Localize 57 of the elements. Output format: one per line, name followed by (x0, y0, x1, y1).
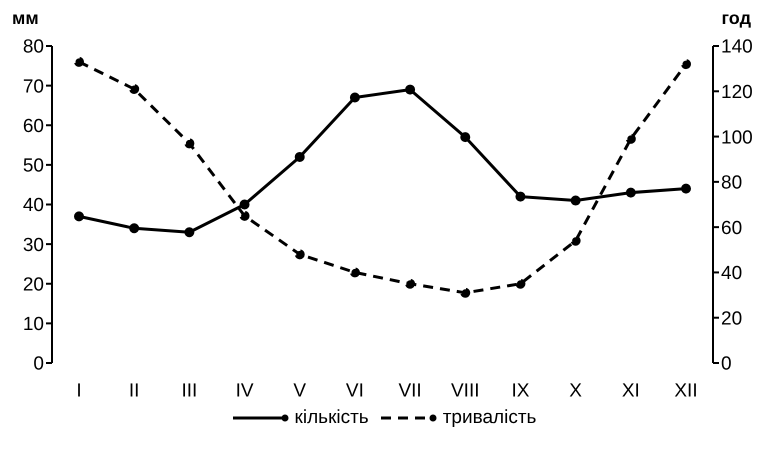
y-tick-label: 80 (22, 36, 44, 58)
y2-tick-label: 120 (721, 82, 753, 104)
point (129, 84, 140, 94)
point (240, 200, 250, 210)
legend-label: кількість (294, 407, 369, 429)
y-tick-label: 50 (22, 156, 44, 177)
x-tick-label: XI (622, 380, 640, 402)
legend-label: тривалість (442, 407, 536, 429)
y2-tick-label: 0 (721, 354, 732, 375)
y2-tick-label: 20 (721, 308, 742, 330)
point (570, 196, 581, 206)
y2-tick-label: 60 (721, 218, 742, 239)
y-tick-label: 40 (22, 195, 44, 216)
y2-tick-label: 40 (721, 263, 742, 284)
point (184, 227, 194, 238)
point (626, 188, 636, 198)
point (294, 152, 305, 162)
point (240, 210, 250, 221)
y2-tick-label: 80 (721, 172, 742, 194)
x-tick-label: VII (398, 380, 422, 402)
x-tick-label: II (128, 380, 140, 402)
x-tick-label: VIII (451, 380, 480, 402)
point (626, 134, 636, 144)
x-tick-label: III (181, 380, 198, 402)
x-tick-label: I (76, 380, 82, 402)
y-axis-title: мм (12, 8, 39, 29)
point (405, 84, 416, 95)
point (294, 249, 305, 260)
point (129, 223, 140, 234)
x-tick-label: VI (346, 380, 364, 402)
point (74, 56, 84, 67)
y2-tick-label: 140 (721, 36, 753, 58)
point (184, 138, 194, 148)
y-tick-label: 0 (33, 354, 44, 375)
y-tick-label: 10 (22, 314, 44, 336)
y-tick-label: 30 (22, 234, 44, 256)
x-tick-label: IX (511, 380, 530, 402)
point (681, 184, 691, 194)
x-tick-label: V (293, 380, 306, 402)
y2-axis-title: год (722, 8, 751, 29)
point (681, 59, 691, 70)
x-tick-label: X (569, 380, 582, 402)
y-tick-label: 60 (22, 116, 44, 137)
y-tick-label: 20 (22, 274, 44, 296)
x-tick-label: IV (236, 380, 254, 402)
point (570, 236, 581, 246)
y-tick-label: 70 (22, 76, 44, 98)
point (515, 278, 526, 289)
point (350, 267, 360, 278)
y2-tick-label: 100 (721, 127, 753, 148)
point (350, 92, 360, 103)
point (460, 288, 470, 298)
point (74, 211, 84, 222)
point (460, 132, 470, 142)
point (405, 278, 416, 289)
point (515, 192, 526, 202)
x-tick-label: XII (674, 380, 698, 402)
